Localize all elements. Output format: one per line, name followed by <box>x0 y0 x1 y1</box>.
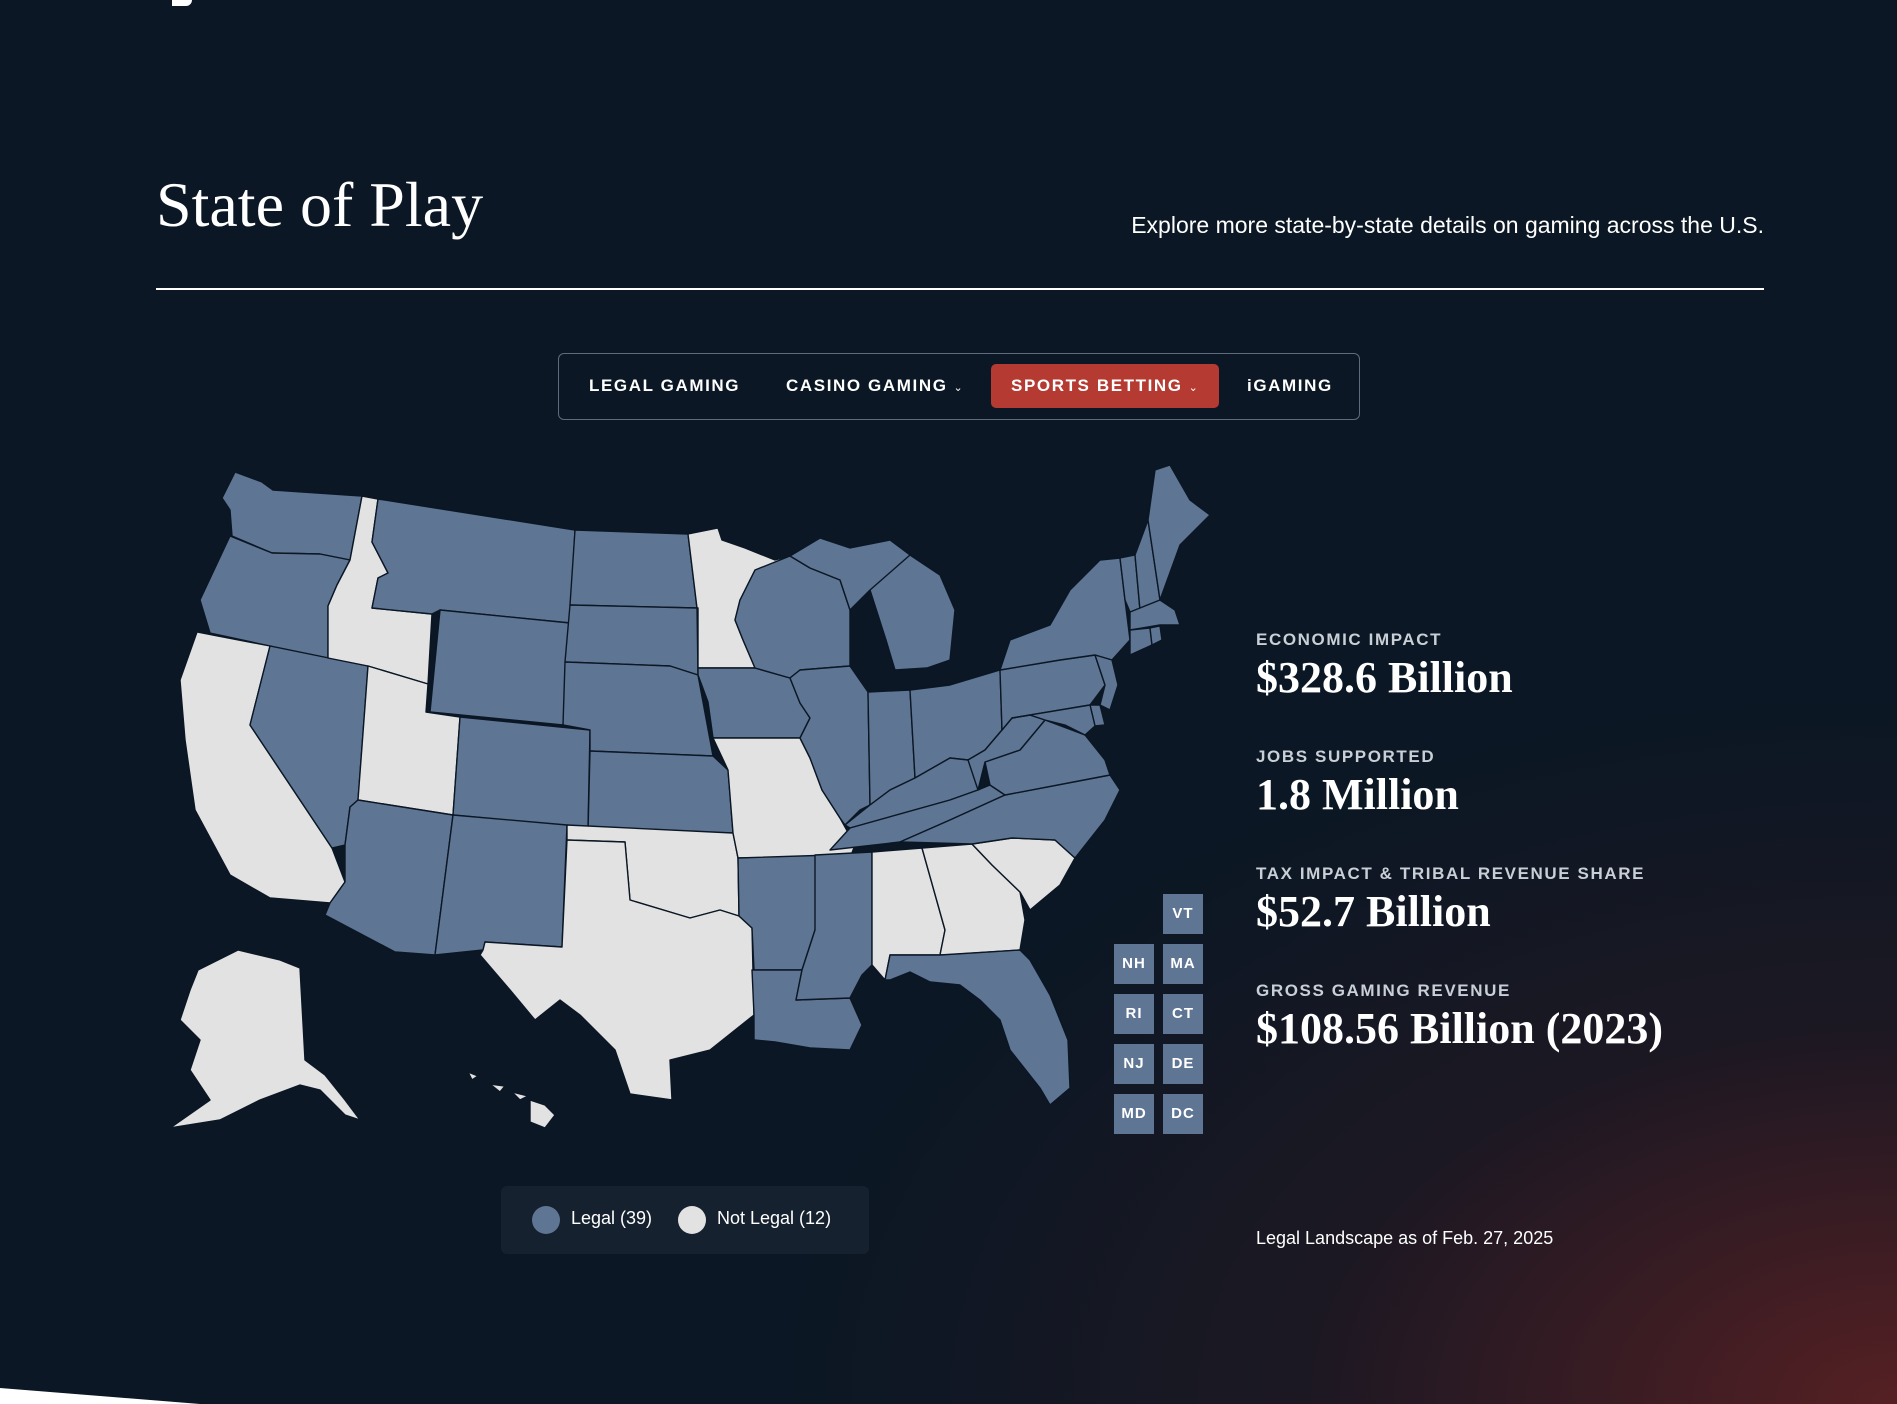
state-ny[interactable] <box>999 557 1131 671</box>
stat-tax-impact: TAX IMPACT & TRIBAL REVENUE SHARE $52.7 … <box>1256 864 1645 937</box>
stat-value: 1.8 Million <box>1256 770 1459 819</box>
stat-label: ECONOMIC IMPACT <box>1256 630 1443 649</box>
us-map-svg <box>169 464 1211 1129</box>
state-mi[interactable] <box>789 537 956 671</box>
small-state-dc[interactable]: DC <box>1163 1094 1203 1134</box>
page-subtitle: Explore more state-by-state details on g… <box>1131 212 1764 238</box>
stat-gross-gaming-revenue: GROSS GAMING REVENUE $108.56 Billion (20… <box>1256 981 1663 1054</box>
us-map: VT NH MA RI CT NJ DE MD DC <box>150 460 1230 1140</box>
stat-label: TAX IMPACT & TRIBAL REVENUE SHARE <box>1256 864 1646 883</box>
legal-swatch-icon <box>532 1206 560 1234</box>
bottom-wave-decoration <box>0 1388 200 1404</box>
state-me[interactable] <box>1147 464 1211 601</box>
legend-legal-label: Legal (39) <box>571 1208 653 1228</box>
chevron-down-icon: ⌄ <box>953 382 965 394</box>
small-state-nh[interactable]: NH <box>1114 944 1154 984</box>
small-state-md[interactable]: MD <box>1114 1094 1154 1134</box>
state-nj[interactable] <box>1094 654 1119 711</box>
state-ri[interactable] <box>1149 625 1163 646</box>
small-state-nj[interactable]: NJ <box>1114 1044 1154 1084</box>
small-state-ri[interactable]: RI <box>1114 994 1154 1034</box>
tab-igaming[interactable]: iGAMING <box>1247 364 1333 408</box>
stat-economic-impact: ECONOMIC IMPACT $328.6 Billion <box>1256 630 1513 703</box>
state-nm[interactable] <box>434 814 568 956</box>
state-mt[interactable] <box>371 498 576 624</box>
stat-value: $328.6 Billion <box>1256 653 1513 702</box>
tab-casino-gaming[interactable]: CASINO GAMING ⌄ <box>786 364 964 408</box>
stat-value: $52.7 Billion <box>1256 887 1491 936</box>
small-state-de[interactable]: DE <box>1163 1044 1203 1084</box>
small-state-ma[interactable]: MA <box>1163 944 1203 984</box>
state-ak[interactable] <box>169 949 361 1129</box>
stat-label: GROSS GAMING REVENUE <box>1256 981 1511 1000</box>
state-ks[interactable] <box>587 750 734 834</box>
tab-label: LEGAL GAMING <box>589 376 741 395</box>
state-co[interactable] <box>452 716 591 829</box>
tab-label: CASINO GAMING <box>786 376 948 395</box>
small-state-ct[interactable]: CT <box>1163 994 1203 1034</box>
state-fl[interactable] <box>884 949 1071 1106</box>
tab-label: SPORTS BETTING <box>1011 376 1183 395</box>
state-ct[interactable] <box>1129 627 1153 656</box>
state-il[interactable] <box>789 665 871 826</box>
state-nd[interactable] <box>569 529 698 609</box>
tab-legal-gaming[interactable]: LEGAL GAMING <box>589 364 740 408</box>
stat-jobs-supported: JOBS SUPPORTED 1.8 Million <box>1256 747 1459 820</box>
tab-sports-betting[interactable]: SPORTS BETTING ⌄ <box>991 364 1220 408</box>
category-tabs: LEGAL GAMING CASINO GAMING ⌄ SPORTS BETTI… <box>558 353 1360 420</box>
map-legend: Legal (39) Not Legal (12) <box>501 1186 869 1254</box>
chevron-down-icon: ⌄ <box>1188 382 1200 394</box>
as-of-note: Legal Landscape as of Feb. 27, 2025 <box>1256 1228 1554 1248</box>
tab-label: iGAMING <box>1247 376 1333 395</box>
page-title: State of Play <box>156 169 484 240</box>
legend-not-legal-label: Not Legal (12) <box>717 1208 832 1228</box>
state-md[interactable] <box>1011 704 1096 736</box>
stat-label: JOBS SUPPORTED <box>1256 747 1436 766</box>
small-state-vt[interactable]: VT <box>1163 894 1203 934</box>
stat-value: $108.56 Billion (2023) <box>1256 1004 1664 1053</box>
not-legal-swatch-icon <box>678 1206 706 1234</box>
state-hi[interactable] <box>467 1071 556 1129</box>
state-wy[interactable] <box>429 609 571 726</box>
state-tx[interactable] <box>479 839 755 1101</box>
header-divider <box>156 288 1764 290</box>
logo-mark <box>172 0 192 6</box>
